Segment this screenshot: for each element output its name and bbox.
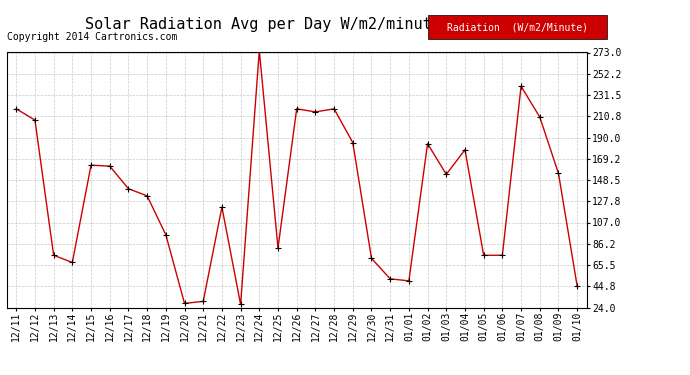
Text: Radiation  (W/m2/Minute): Radiation (W/m2/Minute) xyxy=(447,22,588,32)
Text: Copyright 2014 Cartronics.com: Copyright 2014 Cartronics.com xyxy=(7,32,177,42)
Text: Solar Radiation Avg per Day W/m2/minute 20140110: Solar Radiation Avg per Day W/m2/minute … xyxy=(85,17,522,32)
